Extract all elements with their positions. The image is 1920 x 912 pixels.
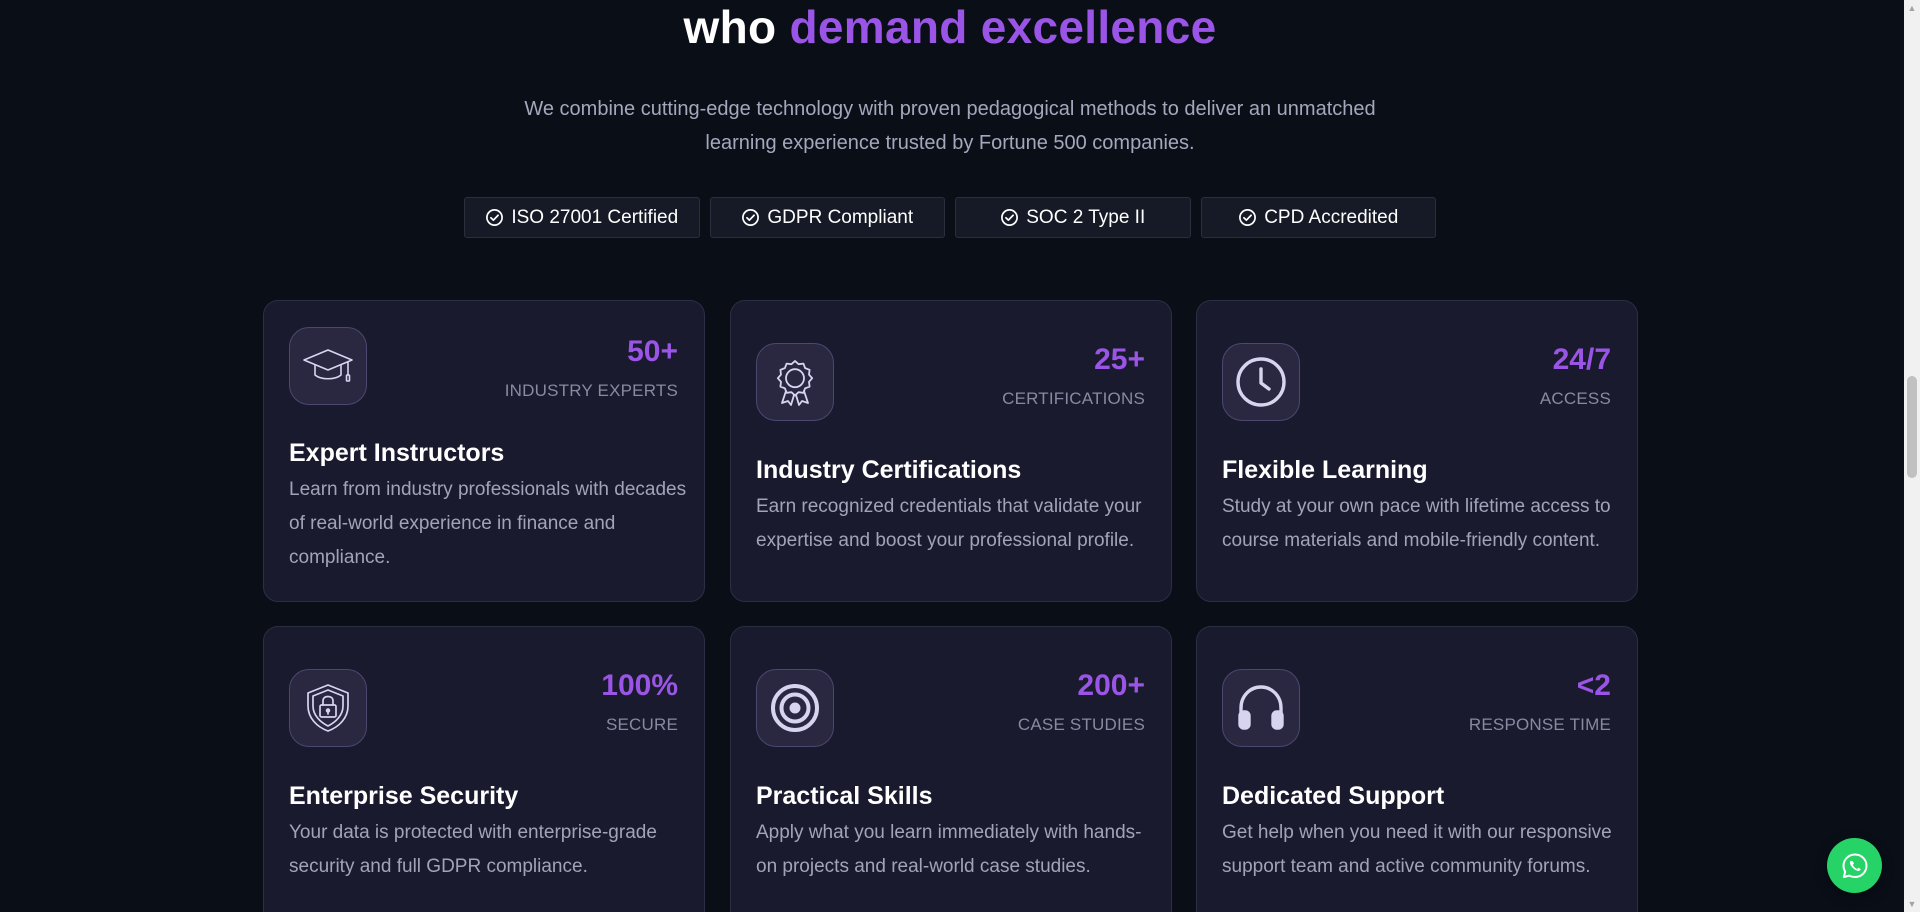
feature-icon-box [756,669,834,747]
badge-label: CPD Accredited [1264,206,1399,228]
section-subtitle: We combine cutting-edge technology with … [524,98,1376,154]
card-title: Industry Certifications [756,456,1022,484]
card-title: Dedicated Support [1222,782,1445,810]
stat-label: CERTIFICATIONS [1002,389,1145,408]
stat-label: INDUSTRY EXPERTS [504,381,678,400]
badge-label: GDPR Compliant [767,206,914,228]
feature-icon-box [1222,669,1300,747]
stat-value: 25+ [1094,343,1145,376]
card-description: Study at your own pace with lifetime acc… [1222,496,1611,551]
stat-label: CASE STUDIES [1017,715,1145,734]
trust-badges: ISO 27001 Certified GDPR Compliant SOC 2… [464,197,1436,238]
feature-card-practical-skills: 200+ CASE STUDIES Practical Skills Apply… [730,626,1172,912]
award-icon [776,360,814,406]
heading-text: who [683,1,790,53]
card-description: Earn recognized credentials that validat… [756,496,1142,551]
whatsapp-icon [1842,853,1867,878]
feature-card-industry-certifications: 25+ CERTIFICATIONS Industry Certificatio… [730,300,1172,602]
feature-icon-box [756,343,834,421]
card-description: Your data is protected with enterprise-g… [289,822,657,877]
headphones-icon [1238,685,1284,730]
stat-label: SECURE [605,715,678,734]
heading-accent-text: demand excellence [789,1,1217,53]
card-title: Practical Skills [756,782,933,810]
card-description: Apply what you learn immediately with ha… [756,822,1142,877]
badge-cpd: CPD Accredited [1200,197,1436,238]
scroll-up-arrow-icon[interactable]: ▲ [1907,3,1917,13]
badge-soc2: SOC 2 Type II [955,197,1191,238]
scroll-down-arrow-icon[interactable]: ▼ [1907,899,1917,909]
shield-lock-icon [307,684,349,732]
card-title: Expert Instructors [289,439,505,467]
feature-icon-box [289,327,367,405]
card-title: Flexible Learning [1222,456,1428,484]
stat-value: 24/7 [1552,343,1611,376]
target-icon [771,684,819,732]
feature-icon-box [289,669,367,747]
check-circle-icon [486,209,504,226]
clock-icon [1236,357,1286,407]
badge-label: ISO 27001 Certified [511,206,679,228]
badge-gdpr: GDPR Compliant [709,197,945,238]
badge-label: SOC 2 Type II [1026,206,1146,228]
graduation-cap-icon [303,349,353,382]
card-description: Learn from industry professionals with d… [289,479,687,568]
feature-card-enterprise-security: 100% SECURE Enterprise Security Your dat… [263,626,705,912]
stat-value: 100% [601,669,678,702]
check-circle-icon [1001,209,1019,226]
page-scrollbar[interactable]: ▲ ▼ [1904,0,1920,912]
stat-value: 200+ [1077,669,1145,702]
card-title: Enterprise Security [289,782,519,810]
stat-label: ACCESS [1539,389,1611,408]
card-description: Get help when you need it with our respo… [1222,822,1612,877]
feature-card-flexible-learning: 24/7 ACCESS Flexible Learning Study at y… [1196,300,1638,602]
feature-card-dedicated-support: <2 RESPONSE TIME Dedicated Support Get h… [1196,626,1638,912]
stat-value: 50+ [627,335,678,368]
whatsapp-chat-button[interactable] [1827,838,1882,893]
check-circle-icon [1239,209,1257,226]
scrollbar-thumb[interactable] [1907,376,1917,478]
feature-card-expert-instructors: 50+ INDUSTRY EXPERTS Expert Instructors … [263,300,705,602]
stat-label: RESPONSE TIME [1468,715,1611,734]
feature-icon-box [1222,343,1300,421]
badge-iso: ISO 27001 Certified [464,197,700,238]
check-circle-icon [742,209,760,226]
section-heading: who demand excellence [0,0,1900,54]
stat-value: <2 [1576,669,1611,702]
